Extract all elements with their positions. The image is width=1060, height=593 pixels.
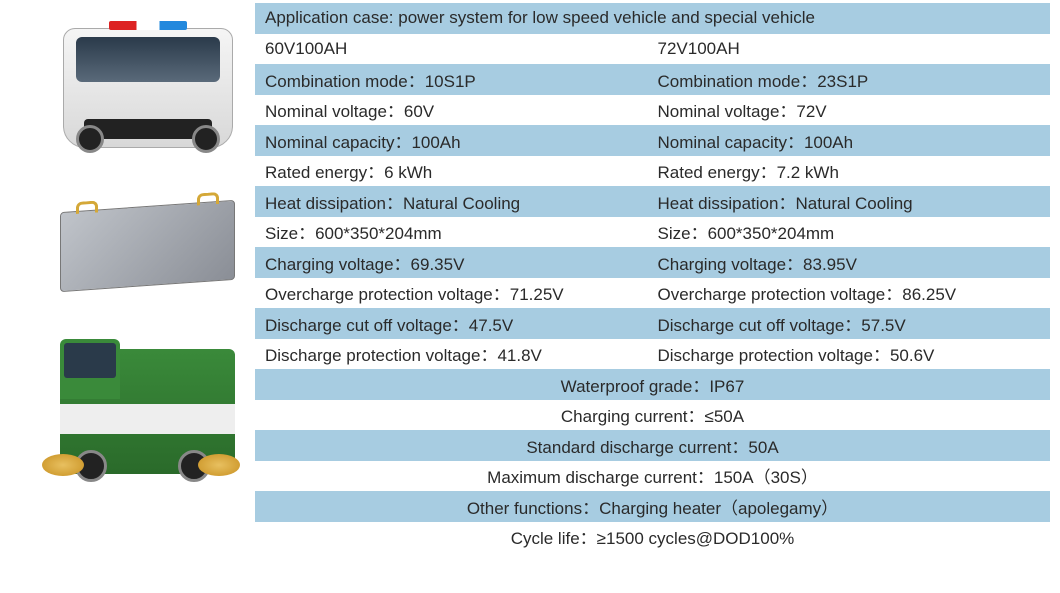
left-combination: Combination mode：10S1P	[265, 67, 658, 92]
right-nom-cap: Nominal capacity：100Ah	[658, 128, 1051, 153]
heat-dissipation-row: Heat dissipation：Natural Cooling Heat di…	[255, 186, 1050, 217]
discharge-protection-row: Discharge protection voltage：41.8V Disch…	[255, 339, 1050, 370]
left-heat: Heat dissipation：Natural Cooling	[265, 189, 658, 214]
left-size: Size：600*350*204mm	[265, 219, 658, 244]
rated-energy-row: Rated energy：6 kWh Rated energy：7.2 kWh	[255, 156, 1050, 187]
col-right-title: 72V100AH	[658, 39, 1051, 59]
image-column	[0, 0, 255, 593]
right-disch-prot: Discharge protection voltage：50.6V	[658, 341, 1051, 366]
overcharge-row: Overcharge protection voltage：71.25V Ove…	[255, 278, 1050, 309]
standard-discharge-row: Standard discharge current：50A	[255, 430, 1050, 461]
nominal-voltage-row: Nominal voltage：60V Nominal voltage：72V	[255, 95, 1050, 126]
nominal-capacity-row: Nominal capacity：100Ah Nominal capacity：…	[255, 125, 1050, 156]
other-functions: Other functions：Charging heater（apolegam…	[467, 494, 838, 519]
right-energy: Rated energy：7.2 kWh	[658, 158, 1051, 183]
left-disch-prot: Discharge protection voltage：41.8V	[265, 341, 658, 366]
col-left-title: 60V100AH	[265, 39, 658, 59]
sweeper-vehicle-image	[50, 316, 245, 491]
waterproof: Waterproof grade：IP67	[561, 372, 745, 397]
title-row: 60V100AH 72V100AH	[255, 34, 1050, 65]
combination-mode-row: Combination mode：10S1P Combination mode：…	[255, 64, 1050, 95]
right-overcharge: Overcharge protection voltage：86.25V	[658, 280, 1051, 305]
right-combination: Combination mode：23S1P	[658, 67, 1051, 92]
police-cart-image	[50, 5, 245, 160]
cycle-life: Cycle life：≥1500 cycles@DOD100%	[511, 524, 795, 549]
spec-table: Application case: power system for low s…	[255, 0, 1060, 593]
right-nom-voltage: Nominal voltage：72V	[658, 97, 1051, 122]
charging-voltage-row: Charging voltage：69.35V Charging voltage…	[255, 247, 1050, 278]
left-nom-voltage: Nominal voltage：60V	[265, 97, 658, 122]
size-row: Size：600*350*204mm Size：600*350*204mm	[255, 217, 1050, 248]
right-cutoff: Discharge cut off voltage：57.5V	[658, 311, 1051, 336]
other-functions-row: Other functions：Charging heater（apolegam…	[255, 491, 1050, 522]
right-heat: Heat dissipation：Natural Cooling	[658, 189, 1051, 214]
right-charge-v: Charging voltage：83.95V	[658, 250, 1051, 275]
cycle-life-row: Cycle life：≥1500 cycles@DOD100%	[255, 522, 1050, 553]
waterproof-row: Waterproof grade：IP67	[255, 369, 1050, 400]
left-overcharge: Overcharge protection voltage：71.25V	[265, 280, 658, 305]
left-cutoff: Discharge cut off voltage：47.5V	[265, 311, 658, 336]
right-size: Size：600*350*204mm	[658, 219, 1051, 244]
left-nom-cap: Nominal capacity：100Ah	[265, 128, 658, 153]
max-discharge: Maximum discharge current：150A（30S）	[487, 463, 818, 488]
left-charge-v: Charging voltage：69.35V	[265, 250, 658, 275]
battery-box-image	[50, 178, 245, 298]
header-row: Application case: power system for low s…	[255, 3, 1050, 34]
charging-current-row: Charging current：≤50A	[255, 400, 1050, 431]
left-energy: Rated energy：6 kWh	[265, 158, 658, 183]
max-discharge-row: Maximum discharge current：150A（30S）	[255, 461, 1050, 492]
header-text: Application case: power system for low s…	[265, 8, 1050, 28]
charging-current: Charging current：≤50A	[561, 402, 744, 427]
standard-discharge: Standard discharge current：50A	[526, 433, 778, 458]
discharge-cutoff-row: Discharge cut off voltage：47.5V Discharg…	[255, 308, 1050, 339]
